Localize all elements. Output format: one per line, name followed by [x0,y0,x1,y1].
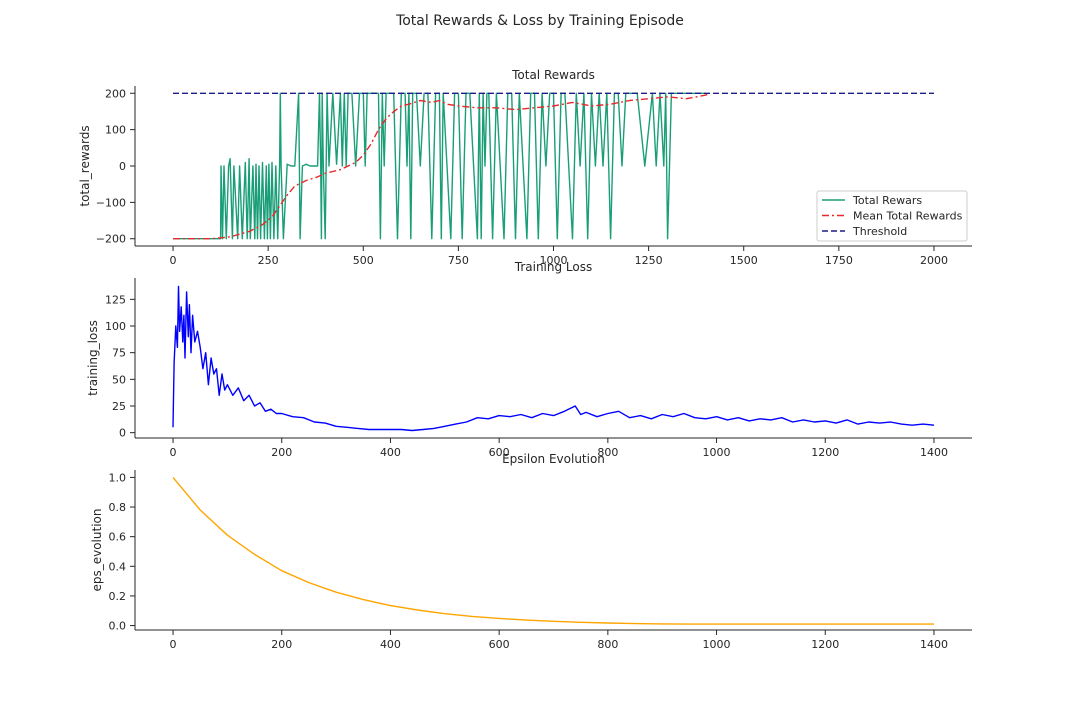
x-tick-label: 2000 [920,254,948,267]
x-tick-label: 400 [380,638,401,651]
x-tick-label: 1750 [825,254,853,267]
subplot-title: Epsilon Evolution [502,452,605,466]
y-tick-label: 1.0 [109,471,127,484]
x-tick-label: 1200 [811,638,839,651]
legend-label: Total Rewars [852,194,922,207]
x-tick-label: 750 [448,254,469,267]
subplot-title: Total Rewards [511,68,595,82]
y-tick-label: 75 [112,347,126,360]
y-tick-label: 0.2 [109,590,127,603]
x-tick-label: 800 [597,638,618,651]
legend-box [816,190,968,242]
y-tick-label: 0.6 [109,531,127,544]
y-tick-label: −100 [96,196,126,209]
subplot-2: Training Loss 0 200 400 600 800 1000 1200 1400 0 2… [86,260,972,459]
y-axis-label: training_loss [86,320,100,396]
subplot-3: Epsilon Evolution 0 200 400 600 800 1000 1200 14… [90,452,972,651]
x-tick-label: 0 [170,638,177,651]
y-tick-label: 100 [105,320,126,333]
x-tick-label: 0 [170,446,177,459]
x-tick-label: 1000 [703,638,731,651]
x-tick-label: 1500 [730,254,758,267]
y-tick-label: −200 [96,233,126,246]
y-tick-label: 0.4 [109,560,127,573]
x-tick-label: 1200 [811,446,839,459]
x-tick-label: 1250 [635,254,663,267]
x-tick-label: 1000 [703,446,731,459]
y-tick-label: 0.0 [109,620,127,633]
y-tick-label: 125 [105,293,126,306]
x-tick-label: 1400 [920,638,948,651]
y-tick-label: 0 [119,427,126,440]
x-tick-label: 1400 [920,446,948,459]
series-line-1 [172,476,934,625]
series-line-1 [172,285,935,432]
legend: Total Rewars Mean Total Rewards Threshold [816,190,968,242]
y-tick-label: 0.8 [109,501,127,514]
figure-title: Total Rewards & Loss by Training Episode [395,13,684,29]
x-tick-label: 400 [380,446,401,459]
y-tick-label: 100 [105,124,126,137]
series-line-1 [173,92,706,240]
x-tick-label: 800 [597,446,618,459]
x-tick-label: 600 [489,446,510,459]
y-tick-label: 25 [112,400,126,413]
y-tick-label: 200 [105,87,126,100]
x-tick-label: 1000 [540,254,568,267]
x-tick-label: 500 [353,254,374,267]
x-tick-label: 200 [271,638,292,651]
x-tick-label: 600 [489,638,510,651]
y-tick-label: 50 [112,373,126,386]
subplot-title: Training Loss [514,260,592,274]
y-axis-label: eps_evolution [90,508,104,591]
legend-label: Mean Total Rewards [853,210,963,223]
y-axis-label: total_rewards [78,125,92,206]
x-tick-label: 0 [170,254,177,267]
y-tick-label: 0 [119,160,126,173]
x-tick-label: 250 [258,254,279,267]
legend-label: Threshold [852,225,907,238]
x-tick-label: 200 [271,446,292,459]
